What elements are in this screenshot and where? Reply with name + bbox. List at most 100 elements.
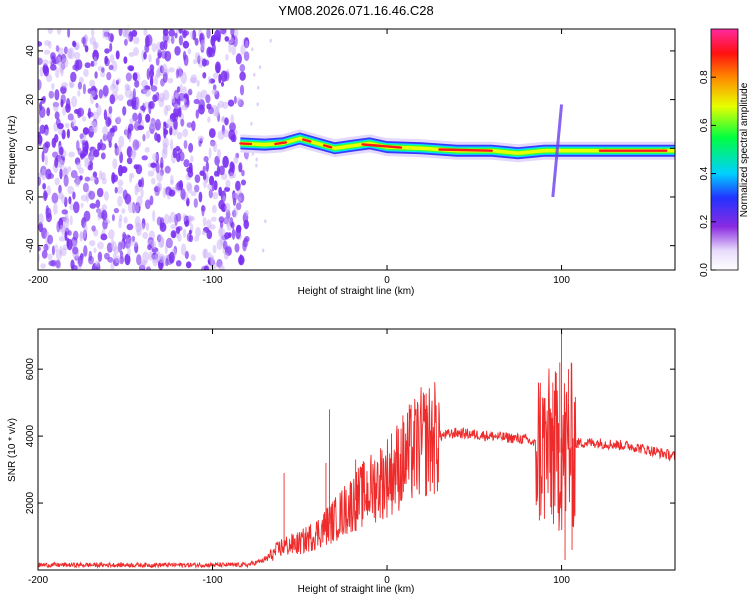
noise-blob (233, 207, 238, 218)
noise-blob (176, 131, 183, 140)
noise-blob (53, 202, 58, 215)
noise-blob (100, 70, 106, 78)
noise-blob (181, 104, 189, 111)
noise-blob (140, 188, 144, 199)
noise-blob (174, 46, 181, 56)
noise-blob (51, 55, 56, 63)
spectrogram-y-label: Frequency (Hz) (7, 116, 18, 185)
ridge-core (239, 142, 253, 146)
noise-blob (111, 214, 115, 222)
noise-blob (102, 126, 109, 136)
noise-blob (97, 241, 104, 250)
noise-blob (156, 70, 161, 79)
noise-blob (132, 139, 140, 151)
noise-blob (109, 42, 113, 52)
noise-blob (104, 48, 110, 54)
noise-blob (63, 174, 69, 187)
noise-blob (41, 249, 48, 259)
noise-blob (43, 49, 51, 55)
noise-blob (233, 95, 237, 104)
noise-blob (38, 79, 42, 91)
noise-blob (166, 118, 174, 129)
noise-blob (177, 148, 183, 154)
snr-y-label: SNR (10 * v/v) (7, 418, 18, 482)
noise-blob (56, 221, 61, 233)
noise-blob (238, 162, 243, 173)
noise-blob (239, 84, 245, 96)
noise-blob (239, 64, 246, 73)
noise-blob (122, 106, 127, 116)
noise-blob (105, 30, 109, 41)
noise-blob (109, 127, 116, 133)
noise-blob (186, 167, 193, 173)
noise-blob (218, 165, 225, 176)
noise-blob (179, 83, 183, 94)
noise-blob (60, 86, 67, 94)
noise-blob (207, 47, 212, 55)
noise-blob (54, 89, 60, 101)
noise-blob (42, 59, 49, 66)
noise-speck (258, 65, 262, 70)
noise-blob (208, 189, 213, 199)
noise-blob (214, 170, 219, 177)
noise-blob (190, 254, 196, 262)
noise-blob (93, 149, 100, 158)
noise-blob (44, 155, 48, 166)
noise-blob (242, 239, 247, 252)
noise-blob (176, 152, 181, 163)
noise-blob (38, 57, 43, 65)
noise-speck (257, 85, 260, 90)
noise-blob (235, 53, 242, 65)
snr-frame (37, 328, 676, 571)
noise-blob (228, 41, 232, 54)
noise-blob (55, 249, 63, 261)
noise-blob (38, 116, 41, 124)
colorbar-gradient (710, 28, 739, 271)
noise-blob (150, 162, 157, 168)
x-tick-label: -200 (28, 575, 48, 586)
noise-blob (61, 58, 69, 68)
noise-blob (225, 179, 231, 189)
noise-blob (117, 77, 121, 84)
noise-blob (212, 84, 217, 91)
noise-blob (62, 106, 67, 116)
noise-blob (204, 59, 210, 66)
noise-blob (94, 42, 99, 49)
noise-blob (148, 251, 154, 261)
noise-blob (207, 76, 211, 85)
noise-blob (194, 235, 199, 242)
noise-blob (45, 212, 53, 223)
noise-blob (46, 107, 51, 117)
noise-blob (101, 209, 108, 221)
noise-blob (69, 203, 74, 211)
noise-blob (209, 175, 215, 186)
x-tick-label: 100 (553, 575, 570, 586)
noise-blob (207, 116, 211, 123)
noise-blob (142, 251, 150, 264)
noise-blob (47, 173, 55, 179)
noise-blob (205, 94, 211, 104)
noise-blob (231, 44, 237, 56)
noise-blob (117, 94, 124, 101)
noise-blob (232, 134, 237, 143)
noise-blob (83, 210, 91, 222)
noise-blob (210, 255, 215, 267)
noise-blob (79, 175, 83, 181)
noise-blob (191, 120, 196, 132)
noise-blob (132, 112, 138, 122)
noise-blob (118, 29, 123, 37)
noise-blob (161, 148, 168, 159)
noise-blob (104, 252, 110, 260)
noise-blob (126, 223, 134, 231)
noise-blob (84, 62, 91, 69)
noise-blob (220, 70, 228, 82)
noise-blob (212, 244, 217, 254)
noise-blob (144, 199, 151, 210)
noise-blob (52, 101, 59, 112)
noise-speck (253, 72, 256, 77)
noise-blob (108, 229, 115, 240)
noise-blob (100, 233, 108, 241)
noise-blob (131, 29, 138, 37)
noise-blob (112, 253, 117, 260)
